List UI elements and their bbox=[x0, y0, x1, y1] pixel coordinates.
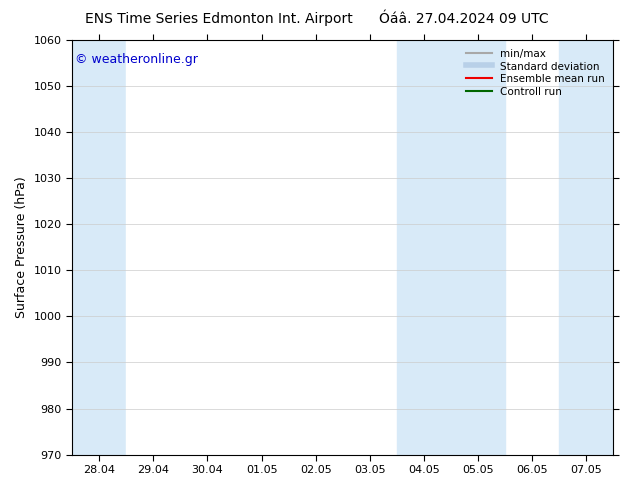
Text: ENS Time Series Edmonton Int. Airport      Óáâ. 27.04.2024 09 UTC: ENS Time Series Edmonton Int. Airport Óá… bbox=[85, 10, 549, 26]
Legend: min/max, Standard deviation, Ensemble mean run, Controll run: min/max, Standard deviation, Ensemble me… bbox=[463, 46, 608, 100]
Text: © weatheronline.gr: © weatheronline.gr bbox=[75, 52, 198, 66]
Y-axis label: Surface Pressure (hPa): Surface Pressure (hPa) bbox=[15, 176, 28, 318]
Bar bbox=[72, 40, 126, 455]
Bar bbox=[451, 40, 505, 455]
Bar bbox=[559, 40, 614, 455]
Bar bbox=[397, 40, 451, 455]
Bar bbox=[126, 40, 180, 455]
